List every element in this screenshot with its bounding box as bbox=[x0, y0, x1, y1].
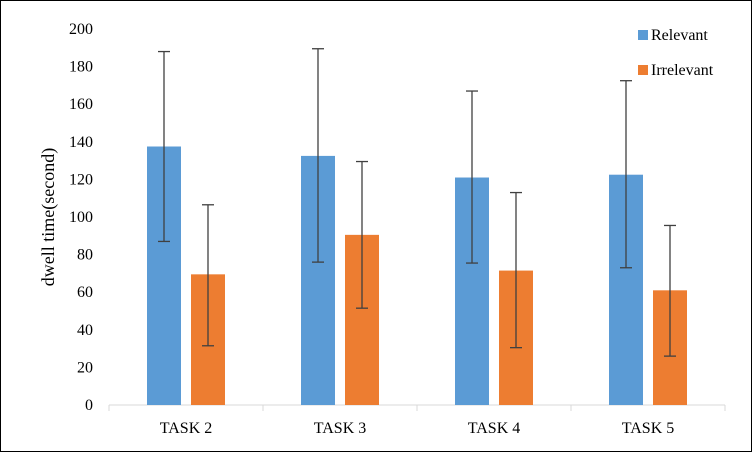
x-tick-label: TASK 5 bbox=[622, 420, 675, 437]
tick-labels: 0 20 40 60 80 100 120 140 160 180 200 TASK 2 TASK 3 T… bbox=[69, 21, 674, 437]
bars bbox=[147, 146, 687, 405]
error-bar-relevant-1 bbox=[158, 50, 170, 243]
error-bars bbox=[158, 48, 676, 357]
y-tick-label: 0 bbox=[85, 397, 93, 414]
y-tick-label: 140 bbox=[69, 134, 93, 151]
error-bar-irrelevant-3 bbox=[510, 191, 522, 349]
legend-item-relevant: Relevant bbox=[638, 27, 708, 44]
legend-label: Relevant bbox=[651, 27, 708, 44]
y-tick-label: 20 bbox=[77, 359, 93, 376]
y-tick-label: 60 bbox=[77, 284, 93, 301]
x-tick-label: TASK 2 bbox=[160, 420, 213, 437]
error-bar-relevant-4 bbox=[620, 80, 632, 269]
error-bar-irrelevant-2 bbox=[356, 160, 368, 309]
legend-swatch bbox=[638, 65, 648, 75]
error-bar-irrelevant-4 bbox=[664, 224, 676, 357]
legend-label: Irrelevant bbox=[651, 62, 714, 79]
axes bbox=[108, 404, 726, 411]
legend-swatch bbox=[638, 30, 648, 40]
y-axis-title: dwell time(second) bbox=[38, 148, 59, 286]
y-tick-label: 120 bbox=[69, 171, 93, 188]
legend: Relevant Irrelevant bbox=[638, 27, 714, 79]
x-tick-label: TASK 3 bbox=[314, 420, 367, 437]
legend-item-irrelevant: Irrelevant bbox=[638, 62, 714, 79]
x-tick-label: TASK 4 bbox=[468, 420, 521, 437]
error-bar-relevant-3 bbox=[466, 90, 478, 264]
y-tick-label: 180 bbox=[69, 59, 93, 76]
y-tick-label: 80 bbox=[77, 247, 93, 264]
y-tick-label: 40 bbox=[77, 322, 93, 339]
y-tick-label: 100 bbox=[69, 209, 93, 226]
y-tick-label: 160 bbox=[69, 96, 93, 113]
y-tick-label: 200 bbox=[69, 21, 93, 38]
error-bar-relevant-2 bbox=[312, 48, 324, 263]
error-bar-irrelevant-1 bbox=[202, 204, 214, 347]
